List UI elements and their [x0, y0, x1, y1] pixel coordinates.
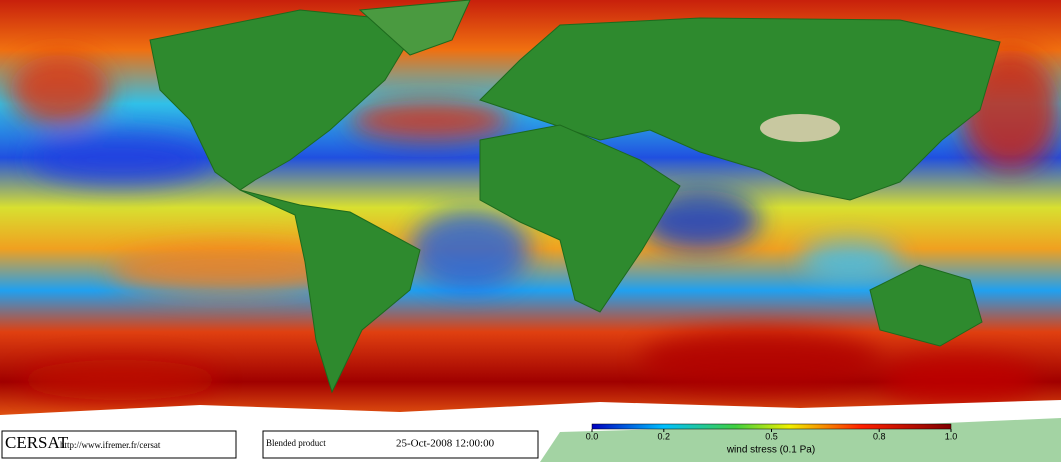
colorbar-tick-label: 0.2 — [658, 431, 671, 441]
colorbar-tick-label: 1.0 — [945, 431, 958, 441]
logo-box — [1, 430, 237, 459]
colorbar — [591, 423, 952, 430]
colorbar-tick-label: 0.5 — [765, 431, 778, 441]
colorbar-tick-label: 0.0 — [586, 431, 599, 441]
land — [149, 0, 1001, 394]
logo: CERSAT — [5, 433, 69, 452]
url: http://www.ifremer.fr/cersat — [60, 440, 161, 450]
colorbar-label: wind stress (0.1 Pa) — [726, 445, 815, 456]
product: Blended product — [266, 438, 326, 448]
product-box — [262, 430, 539, 459]
date: 25-Oct-2008 12:00:00 — [396, 438, 495, 450]
colorbar-tick-label: 0.8 — [873, 431, 886, 441]
